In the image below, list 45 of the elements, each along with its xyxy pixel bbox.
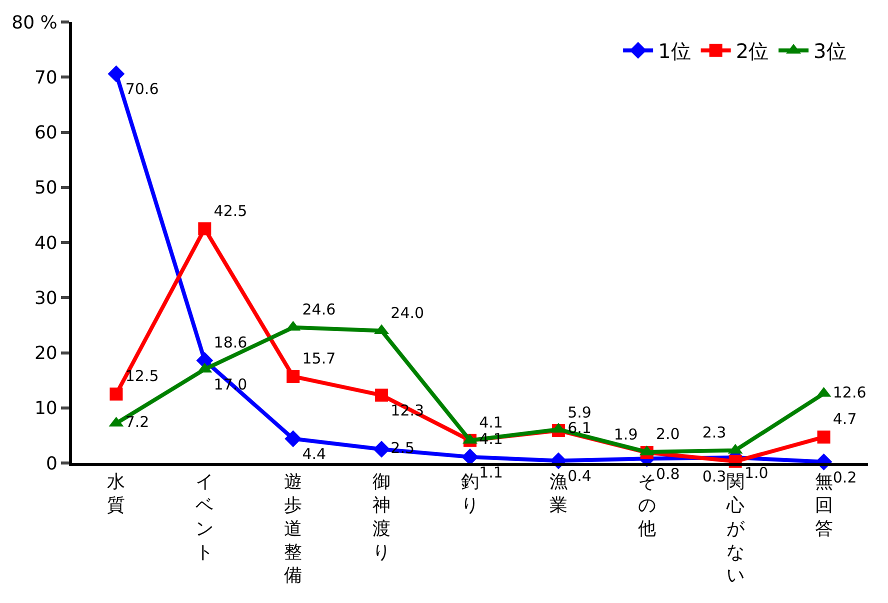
y-tick-label: 0 bbox=[46, 453, 58, 474]
legend-label: 2位 bbox=[736, 39, 769, 64]
y-tick-label: 60 bbox=[34, 122, 58, 144]
x-tick-label: 無回答 bbox=[814, 472, 833, 540]
x-tick-label: 水質 bbox=[107, 472, 126, 516]
data-label: 1.1 bbox=[479, 463, 503, 482]
y-tick-label: 10 bbox=[34, 398, 58, 420]
x-tick-label: その他 bbox=[638, 472, 656, 540]
y-tick-label: 30 bbox=[34, 288, 58, 309]
data-label: 6.1 bbox=[568, 419, 592, 438]
data-label: 7.2 bbox=[125, 413, 150, 432]
data-label: 15.7 bbox=[302, 350, 336, 368]
data-label: 18.6 bbox=[214, 334, 248, 352]
data-label: 2.3 bbox=[702, 423, 726, 442]
x-tick-label: 漁業 bbox=[549, 472, 568, 516]
data-label: 4.7 bbox=[832, 410, 857, 428]
legend-label: 1位 bbox=[658, 39, 691, 64]
x-tick-label: 関心がない bbox=[725, 472, 746, 586]
data-label: 4.1 bbox=[479, 414, 503, 432]
data-label: 0.2 bbox=[832, 468, 857, 486]
data-label: 12.5 bbox=[125, 367, 159, 386]
data-label: 0.4 bbox=[568, 467, 592, 486]
data-label: 5.9 bbox=[568, 404, 592, 422]
data-label: 1.9 bbox=[614, 426, 638, 444]
data-label: 70.6 bbox=[125, 80, 159, 98]
x-tick-label: 遊歩道整備 bbox=[284, 472, 302, 586]
data-label: 0.3 bbox=[702, 468, 726, 486]
x-tick-label: イベント bbox=[196, 472, 214, 563]
y-tick-label: 70 bbox=[34, 67, 58, 88]
x-tick-label: 釣り bbox=[461, 472, 479, 516]
data-label: 12.6 bbox=[832, 383, 866, 402]
y-tick-label: 20 bbox=[34, 343, 58, 364]
data-label: 2.0 bbox=[656, 425, 680, 444]
data-label: 24.6 bbox=[302, 300, 336, 319]
data-label: 4.4 bbox=[302, 445, 326, 464]
y-tick-label: 50 bbox=[34, 178, 58, 199]
x-tick-label: 御神渡り bbox=[372, 472, 391, 563]
data-label: 42.5 bbox=[214, 202, 248, 220]
y-tick-label: 40 bbox=[34, 232, 58, 254]
legend-label: 3位 bbox=[814, 39, 846, 64]
data-label: 0.8 bbox=[656, 464, 680, 483]
data-label: 4.1 bbox=[479, 430, 503, 448]
y-tick-label: 80 % bbox=[12, 12, 58, 34]
data-label: 1.0 bbox=[744, 464, 768, 482]
data-label: 24.0 bbox=[390, 304, 424, 322]
